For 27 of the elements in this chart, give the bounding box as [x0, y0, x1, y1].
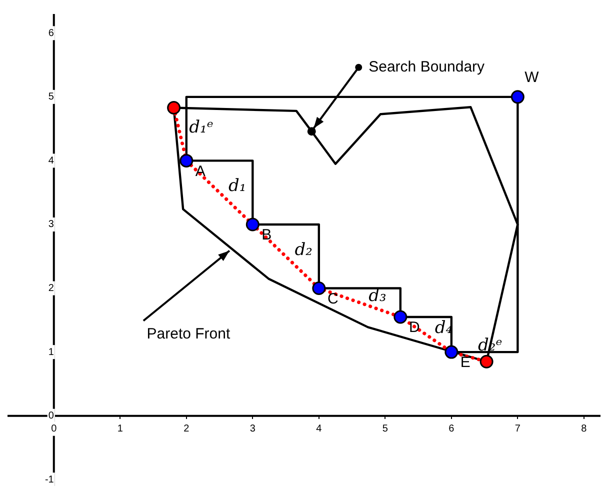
annotation: E [460, 354, 470, 372]
annotation: B [262, 226, 272, 244]
x-tick-label: 6 [448, 424, 455, 435]
annotation: d₄ [434, 318, 453, 338]
x-tick-label: 7 [514, 424, 521, 435]
annotation: d₁ [228, 176, 246, 196]
y-tick-label: 1 [48, 346, 54, 358]
x-tick-label: 8 [581, 424, 588, 435]
y-tick-label: 0 [48, 410, 54, 422]
annotation: d₁ᵉ [189, 118, 214, 138]
x-tick-label: 5 [382, 424, 388, 435]
annotation: C [327, 290, 338, 308]
annotation: W [524, 69, 540, 86]
x-tick-label: 2 [184, 424, 190, 435]
y-tick-label: 6 [48, 28, 54, 39]
y-tick-label: 4 [48, 155, 54, 166]
x-tick-label: 1 [117, 424, 124, 435]
annotation: d₃ [368, 286, 387, 306]
x-tick-label: 4 [316, 424, 322, 435]
annotation: d₂ [294, 240, 313, 260]
y-tick-label: 3 [48, 219, 54, 230]
x-tick-label: 3 [250, 424, 256, 435]
y-tick-label: -1 [44, 474, 54, 486]
y-tick-label: 2 [48, 283, 54, 294]
annotation: Pareto Front [146, 325, 231, 342]
annotation: Search Boundary [368, 58, 486, 76]
y-tick-label: 5 [48, 92, 54, 103]
